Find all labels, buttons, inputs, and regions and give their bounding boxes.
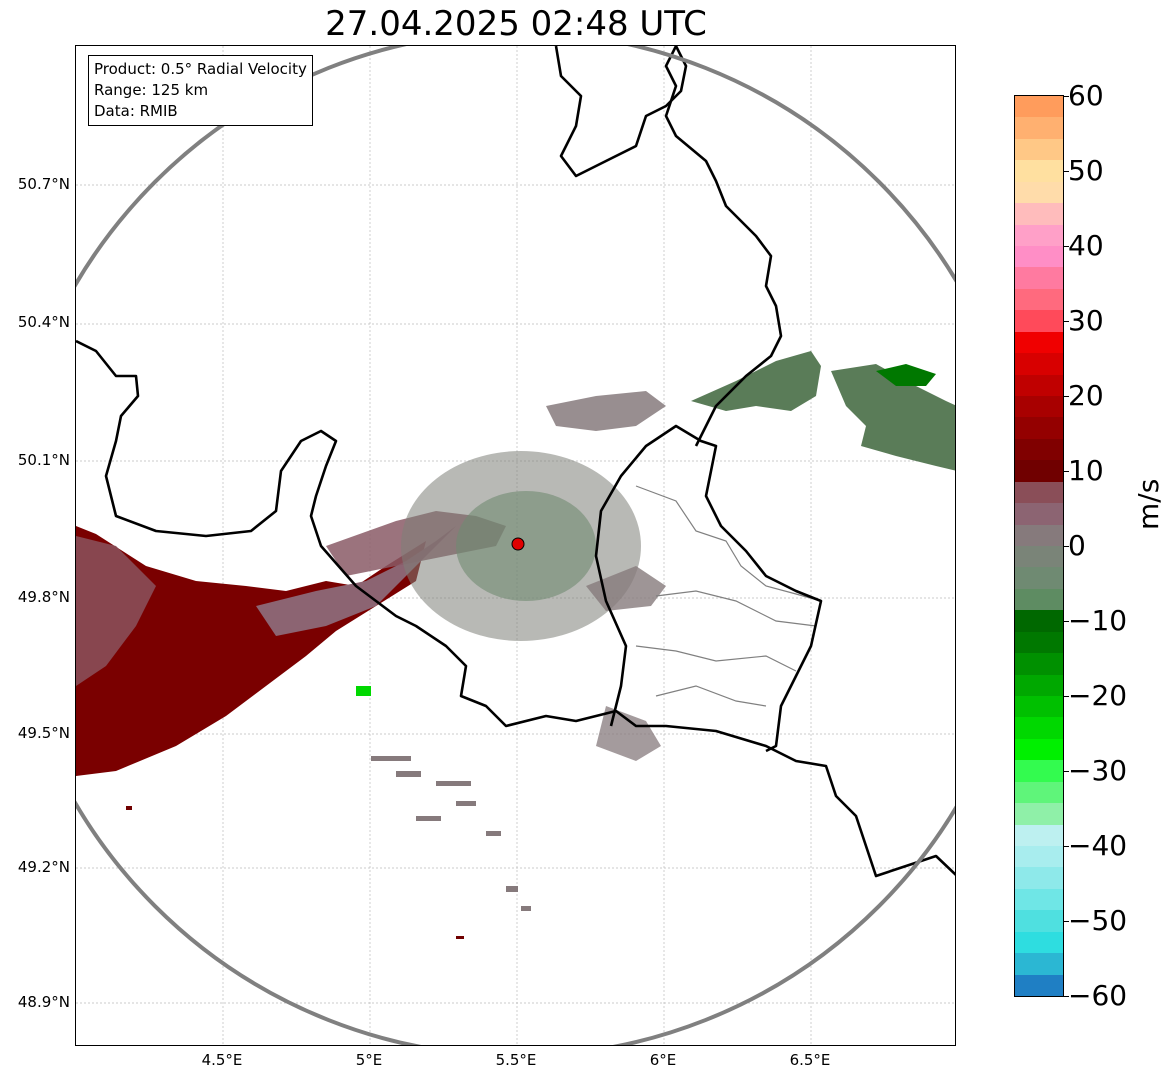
colorbar-segment — [1015, 673, 1063, 696]
colorbar-tick-label: 20 — [1068, 379, 1104, 412]
velocity-colorbar — [1014, 95, 1064, 997]
info-source: Data: RMIB — [94, 102, 178, 120]
colorbar-segment — [1015, 652, 1063, 675]
colorbar-segment — [1015, 973, 1063, 996]
lat-tick-label: 49.8°N — [17, 588, 70, 606]
colorbar-tick-label: −40 — [1068, 829, 1128, 862]
colorbar-segment — [1015, 502, 1063, 525]
lat-tick-label: 50.4°N — [17, 313, 70, 331]
colorbar-segment — [1015, 695, 1063, 718]
admin-borders — [635, 485, 822, 707]
colorbar-segment — [1015, 96, 1063, 118]
colorbar-tick-label: −60 — [1068, 979, 1128, 1012]
colorbar-tick-label: 60 — [1068, 79, 1104, 112]
colorbar-segment — [1015, 566, 1063, 589]
colorbar-tick-mark — [1064, 846, 1069, 847]
colorbar-segment — [1015, 738, 1063, 761]
colorbar-segment — [1015, 138, 1063, 161]
colorbar-tick-label: 50 — [1068, 154, 1104, 187]
colorbar-segment — [1015, 159, 1063, 182]
lat-tick-label: 50.7°N — [17, 175, 70, 193]
colorbar-tick-label: 10 — [1068, 454, 1104, 487]
colorbar-segment — [1015, 245, 1063, 268]
colorbar-tick-mark — [1064, 96, 1069, 97]
colorbar-tick-label: 30 — [1068, 304, 1104, 337]
colorbar-segment — [1015, 866, 1063, 889]
echo-west-inbound — [76, 511, 506, 776]
radar-site-marker — [511, 537, 525, 551]
lat-tick-label: 50.1°N — [17, 451, 70, 469]
colorbar-segment — [1015, 459, 1063, 482]
colorbar-segment — [1015, 802, 1063, 825]
radar-map[interactable] — [75, 45, 956, 1046]
colorbar-segment — [1015, 909, 1063, 932]
colorbar-segment — [1015, 588, 1063, 611]
colorbar-segment — [1015, 438, 1063, 461]
colorbar-segment — [1015, 116, 1063, 139]
product-info-box: Product: 0.5° Radial Velocity Range: 125… — [88, 55, 313, 126]
lon-tick-label: 5.5°E — [495, 1051, 537, 1069]
colorbar-tick-mark — [1064, 321, 1069, 322]
lon-tick-label: 5°E — [355, 1051, 383, 1069]
info-product: Product: 0.5° Radial Velocity — [94, 60, 307, 78]
colorbar-segment — [1015, 931, 1063, 954]
colorbar-segment — [1015, 373, 1063, 396]
colorbar-segment — [1015, 952, 1063, 975]
colorbar-segment — [1015, 352, 1063, 375]
echo-east-outbound — [691, 351, 955, 471]
colorbar-tick-label: −50 — [1068, 904, 1128, 937]
colorbar-tick-label: −10 — [1068, 604, 1128, 637]
country-borders — [76, 46, 955, 878]
colorbar-tick-mark — [1064, 921, 1069, 922]
colorbar-segment — [1015, 609, 1063, 632]
colorbar-segment — [1015, 266, 1063, 289]
colorbar-tick-mark — [1064, 546, 1069, 547]
colorbar-segment — [1015, 331, 1063, 354]
colorbar-tick-mark — [1064, 171, 1069, 172]
colorbar-segment — [1015, 759, 1063, 782]
colorbar-segment — [1015, 416, 1063, 439]
colorbar-tick-mark — [1064, 471, 1069, 472]
colorbar-segment — [1015, 481, 1063, 504]
colorbar-tick-mark — [1064, 396, 1069, 397]
colorbar-tick-label: 40 — [1068, 229, 1104, 262]
colorbar-segment — [1015, 523, 1063, 546]
colorbar-tick-label: −30 — [1068, 754, 1128, 787]
colorbar-tick-mark — [1064, 771, 1069, 772]
map-title: 27.04.2025 02:48 UTC — [325, 4, 707, 44]
radar-map-canvas — [76, 46, 955, 1045]
echo-scattered-south — [126, 686, 531, 939]
colorbar-tick-mark — [1064, 996, 1069, 997]
colorbar-segment — [1015, 545, 1063, 568]
colorbar-tick-label: 0 — [1068, 529, 1086, 562]
lon-tick-label: 6.5°E — [789, 1051, 831, 1069]
lon-tick-label: 4.5°E — [201, 1051, 243, 1069]
colorbar-tick-mark — [1064, 621, 1069, 622]
colorbar-segment — [1015, 202, 1063, 225]
lat-tick-label: 49.5°N — [17, 724, 70, 742]
colorbar-segment — [1015, 223, 1063, 246]
colorbar-segment — [1015, 716, 1063, 739]
lat-tick-label: 48.9°N — [17, 993, 70, 1011]
colorbar-segment — [1015, 888, 1063, 911]
colorbar-unit-label: m/s — [1132, 478, 1165, 530]
colorbar-segment — [1015, 631, 1063, 654]
lon-tick-label: 6°E — [649, 1051, 677, 1069]
colorbar-tick-mark — [1064, 696, 1069, 697]
lat-tick-label: 49.2°N — [17, 858, 70, 876]
colorbar-segment — [1015, 845, 1063, 868]
info-range: Range: 125 km — [94, 81, 209, 99]
colorbar-segment — [1015, 781, 1063, 804]
echo-center-clutter — [401, 391, 666, 761]
colorbar-segment — [1015, 288, 1063, 311]
colorbar-segment — [1015, 395, 1063, 418]
colorbar-tick-mark — [1064, 246, 1069, 247]
colorbar-tick-label: −20 — [1068, 679, 1128, 712]
colorbar-segment — [1015, 823, 1063, 846]
colorbar-segment — [1015, 181, 1063, 204]
colorbar-segment — [1015, 309, 1063, 332]
